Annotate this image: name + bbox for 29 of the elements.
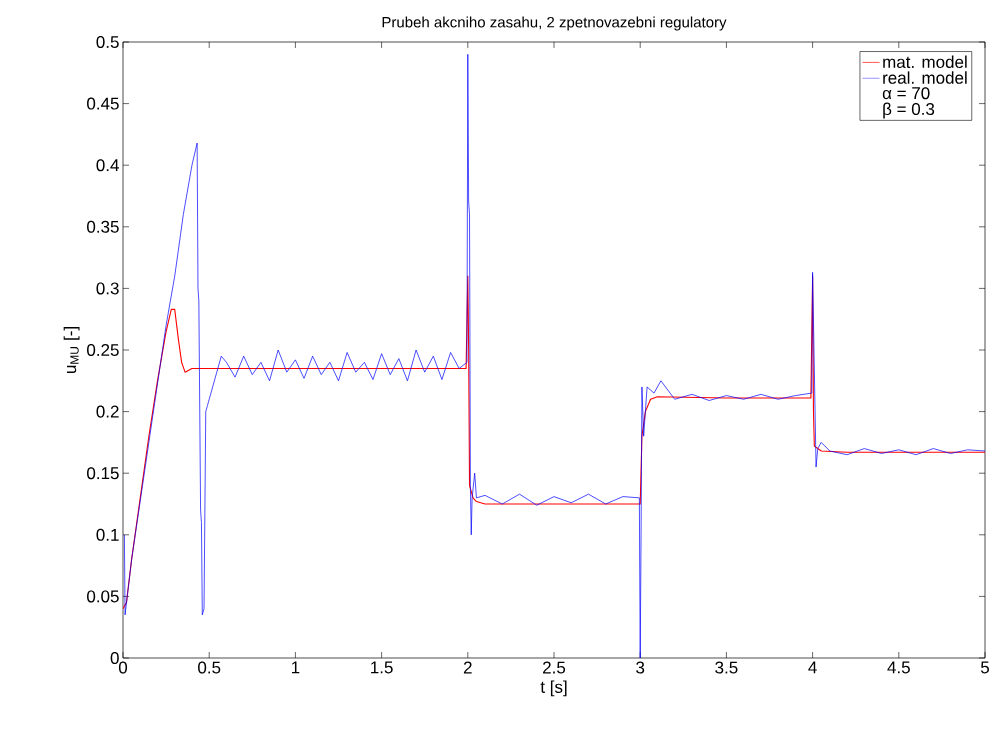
y-tick-label: 0.15 (87, 467, 119, 480)
annotation: β = 0.3 (883, 102, 935, 119)
y-tick-label: 0.05 (87, 590, 119, 603)
x-tick-label: 0 (118, 661, 128, 674)
y-tick-label: 0.1 (96, 528, 119, 541)
x-tick-label: 4.5 (887, 661, 910, 674)
y-tick-label: 0.25 (87, 343, 119, 357)
x-tick-label: 4 (808, 661, 817, 674)
legend-label: real. model (883, 71, 967, 84)
legend-label: mat. model (883, 55, 967, 69)
x-tick-label: 3 (636, 661, 645, 674)
x-tick-label: 0.5 (198, 661, 221, 674)
x-tick-label: 2 (463, 661, 472, 674)
x-tick-label: 1.5 (371, 661, 393, 674)
chart-title: Prubeh akcniho zasahu, 2 zpetnovazebni regulatory (382, 16, 727, 31)
y-tick-label: 0.5 (96, 35, 119, 49)
annotation: α = 70 (882, 87, 930, 100)
y-tick-label: 0.2 (96, 405, 119, 418)
x-tick-label: 1 (291, 661, 300, 674)
y-axis-title: u$_{MU}$ [-] (63, 327, 80, 374)
y-tick-label: 0.4 (96, 159, 119, 172)
x-tick-label: 5 (980, 661, 990, 674)
y-tick-label: 0.3 (96, 282, 119, 295)
x-tick-label: 2.5 (543, 661, 566, 674)
x-axis-title: t [s] (540, 680, 567, 697)
y-tick-label: 0.35 (87, 220, 119, 233)
y-tick-label: 0.45 (87, 97, 119, 110)
x-tick-label: 3.5 (715, 661, 738, 674)
y-tick-label: 0 (110, 651, 119, 665)
